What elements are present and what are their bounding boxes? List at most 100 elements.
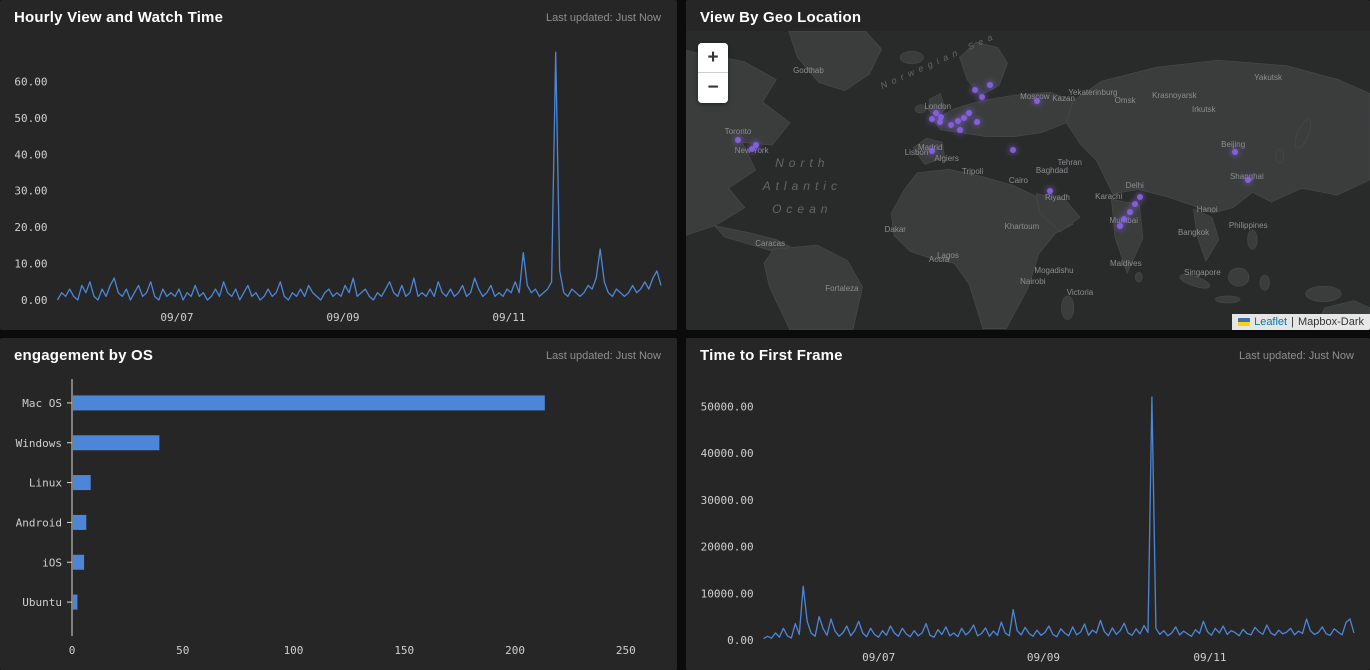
- panel-geo-location: View By Geo Location: [686, 0, 1370, 330]
- land-japan: [1294, 119, 1312, 149]
- svg-text:Mac OS: Mac OS: [22, 397, 62, 410]
- geo-point-marker[interactable]: [734, 137, 741, 144]
- svg-text:0.00: 0.00: [727, 634, 754, 647]
- land-sulawesi: [1259, 274, 1270, 291]
- geo-point-marker[interactable]: [1231, 149, 1238, 156]
- svg-text:09/11: 09/11: [492, 311, 525, 324]
- zoom-out-button[interactable]: −: [698, 73, 728, 103]
- svg-text:50: 50: [176, 644, 189, 657]
- caspian-sea: [1066, 136, 1080, 165]
- attribution-separator: |: [1291, 316, 1294, 328]
- panel-engagement-by-os: engagement by OS Last updated: Just Now …: [0, 338, 677, 670]
- zoom-in-button[interactable]: +: [698, 43, 728, 73]
- land-java: [1215, 295, 1241, 304]
- ttff-line-chart: 0.00 10000.00 20000.00 30000.00 40000.00 5000…: [701, 396, 1355, 664]
- black-sea: [1015, 137, 1037, 148]
- geo-point-marker[interactable]: [948, 122, 955, 129]
- os-last-updated: Last updated: Just Now: [546, 349, 661, 362]
- hourly-chart-area: 0.00 10.00 20.00 30.00 40.00 50.00 60.00 09/07 0…: [0, 31, 677, 330]
- geo-point-marker[interactable]: [971, 87, 978, 94]
- geo-point-marker[interactable]: [936, 118, 943, 125]
- leaflet-link[interactable]: Leaflet: [1254, 316, 1288, 328]
- svg-text:Linux: Linux: [29, 477, 62, 490]
- ttff-panel-title: Time to First Frame: [700, 347, 843, 364]
- geo-point-marker[interactable]: [753, 142, 760, 149]
- geo-point-marker[interactable]: [1132, 201, 1139, 208]
- geo-map[interactable]: Norwegian Sea North Atlantic Ocean Godthab To…: [686, 31, 1370, 330]
- geo-point-marker[interactable]: [1117, 222, 1124, 229]
- hourly-last-updated: Last updated: Just Now: [546, 11, 661, 24]
- land-south-america: [763, 244, 863, 330]
- geo-point-marker[interactable]: [966, 109, 973, 116]
- land-arabia: [1035, 193, 1081, 233]
- svg-text:09/11: 09/11: [1193, 651, 1226, 664]
- geo-point-marker[interactable]: [1009, 147, 1016, 153]
- ttff-last-updated: Last updated: Just Now: [1239, 349, 1354, 362]
- land-asia: [1065, 59, 1370, 214]
- ukraine-flag-icon: [1238, 318, 1251, 326]
- svg-text:0.00: 0.00: [21, 294, 48, 307]
- geo-point-marker[interactable]: [986, 81, 993, 88]
- land-ireland: [914, 104, 927, 114]
- svg-text:09/07: 09/07: [862, 651, 895, 664]
- panel-header: Hourly View and Watch Time Last updated:…: [0, 0, 677, 31]
- os-chart-area: Mac OS Windows Linux Android iOS Ubuntu 0 50 100…: [0, 369, 677, 670]
- geo-point-marker[interactable]: [938, 114, 945, 121]
- svg-text:200: 200: [505, 644, 525, 657]
- geo-point-marker[interactable]: [979, 93, 986, 100]
- svg-text:Ubuntu: Ubuntu: [22, 596, 62, 609]
- geo-point-marker[interactable]: [974, 119, 981, 126]
- svg-text:09/09: 09/09: [326, 311, 359, 324]
- map-landmass: [686, 31, 1370, 330]
- geo-point-marker[interactable]: [928, 148, 935, 155]
- geo-point-marker[interactable]: [932, 110, 939, 117]
- svg-text:250: 250: [616, 644, 636, 657]
- geo-point-marker[interactable]: [1126, 209, 1133, 216]
- svg-text:150: 150: [394, 644, 414, 657]
- geo-point-marker[interactable]: [749, 146, 756, 153]
- map-attribution: Leaflet | Mapbox-Dark: [1232, 314, 1370, 330]
- geo-point-marker[interactable]: [956, 126, 963, 133]
- svg-text:Windows: Windows: [16, 437, 62, 450]
- svg-text:60.00: 60.00: [14, 75, 47, 88]
- land-philippines: [1247, 229, 1258, 250]
- svg-text:iOS: iOS: [42, 556, 62, 569]
- panel-header: Time to First Frame Last updated: Just N…: [686, 338, 1370, 369]
- map-points-layer: [686, 31, 1370, 330]
- svg-text:10.00: 10.00: [14, 258, 47, 271]
- land-sumatra: [1179, 274, 1211, 289]
- ttff-chart-area: 0.00 10000.00 20000.00 30000.00 40000.00 5000…: [686, 369, 1370, 670]
- panel-hourly-view-watch-time: Hourly View and Watch Time Last updated:…: [0, 0, 677, 330]
- svg-text:20.00: 20.00: [14, 221, 47, 234]
- geo-point-marker[interactable]: [955, 117, 962, 124]
- land-scandinavia: [959, 41, 1008, 97]
- svg-text:30000.00: 30000.00: [701, 494, 754, 507]
- land-iceland: [899, 50, 924, 65]
- svg-text:50000.00: 50000.00: [701, 400, 754, 413]
- geo-point-marker[interactable]: [961, 114, 968, 121]
- geo-panel-title: View By Geo Location: [700, 9, 862, 26]
- geo-point-marker[interactable]: [1137, 194, 1144, 201]
- map-style-label: Mapbox-Dark: [1297, 316, 1364, 328]
- geo-point-marker[interactable]: [1046, 188, 1053, 195]
- geo-point-marker[interactable]: [1120, 215, 1127, 222]
- geo-point-marker[interactable]: [1033, 98, 1040, 105]
- svg-text:50.00: 50.00: [14, 112, 47, 125]
- os-bar-chart: Mac OS Windows Linux Android iOS Ubuntu 0 50 100…: [16, 379, 636, 657]
- geo-point-marker[interactable]: [929, 116, 936, 123]
- land-indochina: [1193, 208, 1220, 262]
- svg-text:09/09: 09/09: [1027, 651, 1060, 664]
- svg-text:100: 100: [284, 644, 304, 657]
- svg-text:20000.00: 20000.00: [701, 541, 754, 554]
- svg-text:40000.00: 40000.00: [701, 447, 754, 460]
- svg-text:09/07: 09/07: [160, 311, 193, 324]
- hourly-panel-title: Hourly View and Watch Time: [14, 9, 224, 26]
- hourly-line-chart: 0.00 10.00 20.00 30.00 40.00 50.00 60.00 09/07 0…: [14, 51, 662, 324]
- os-panel-title: engagement by OS: [14, 347, 154, 364]
- panel-header: engagement by OS Last updated: Just Now: [0, 338, 677, 369]
- land-madagascar: [1061, 295, 1075, 320]
- svg-text:10000.00: 10000.00: [701, 587, 754, 600]
- geo-point-marker[interactable]: [1245, 176, 1252, 183]
- land-korea: [1275, 148, 1285, 164]
